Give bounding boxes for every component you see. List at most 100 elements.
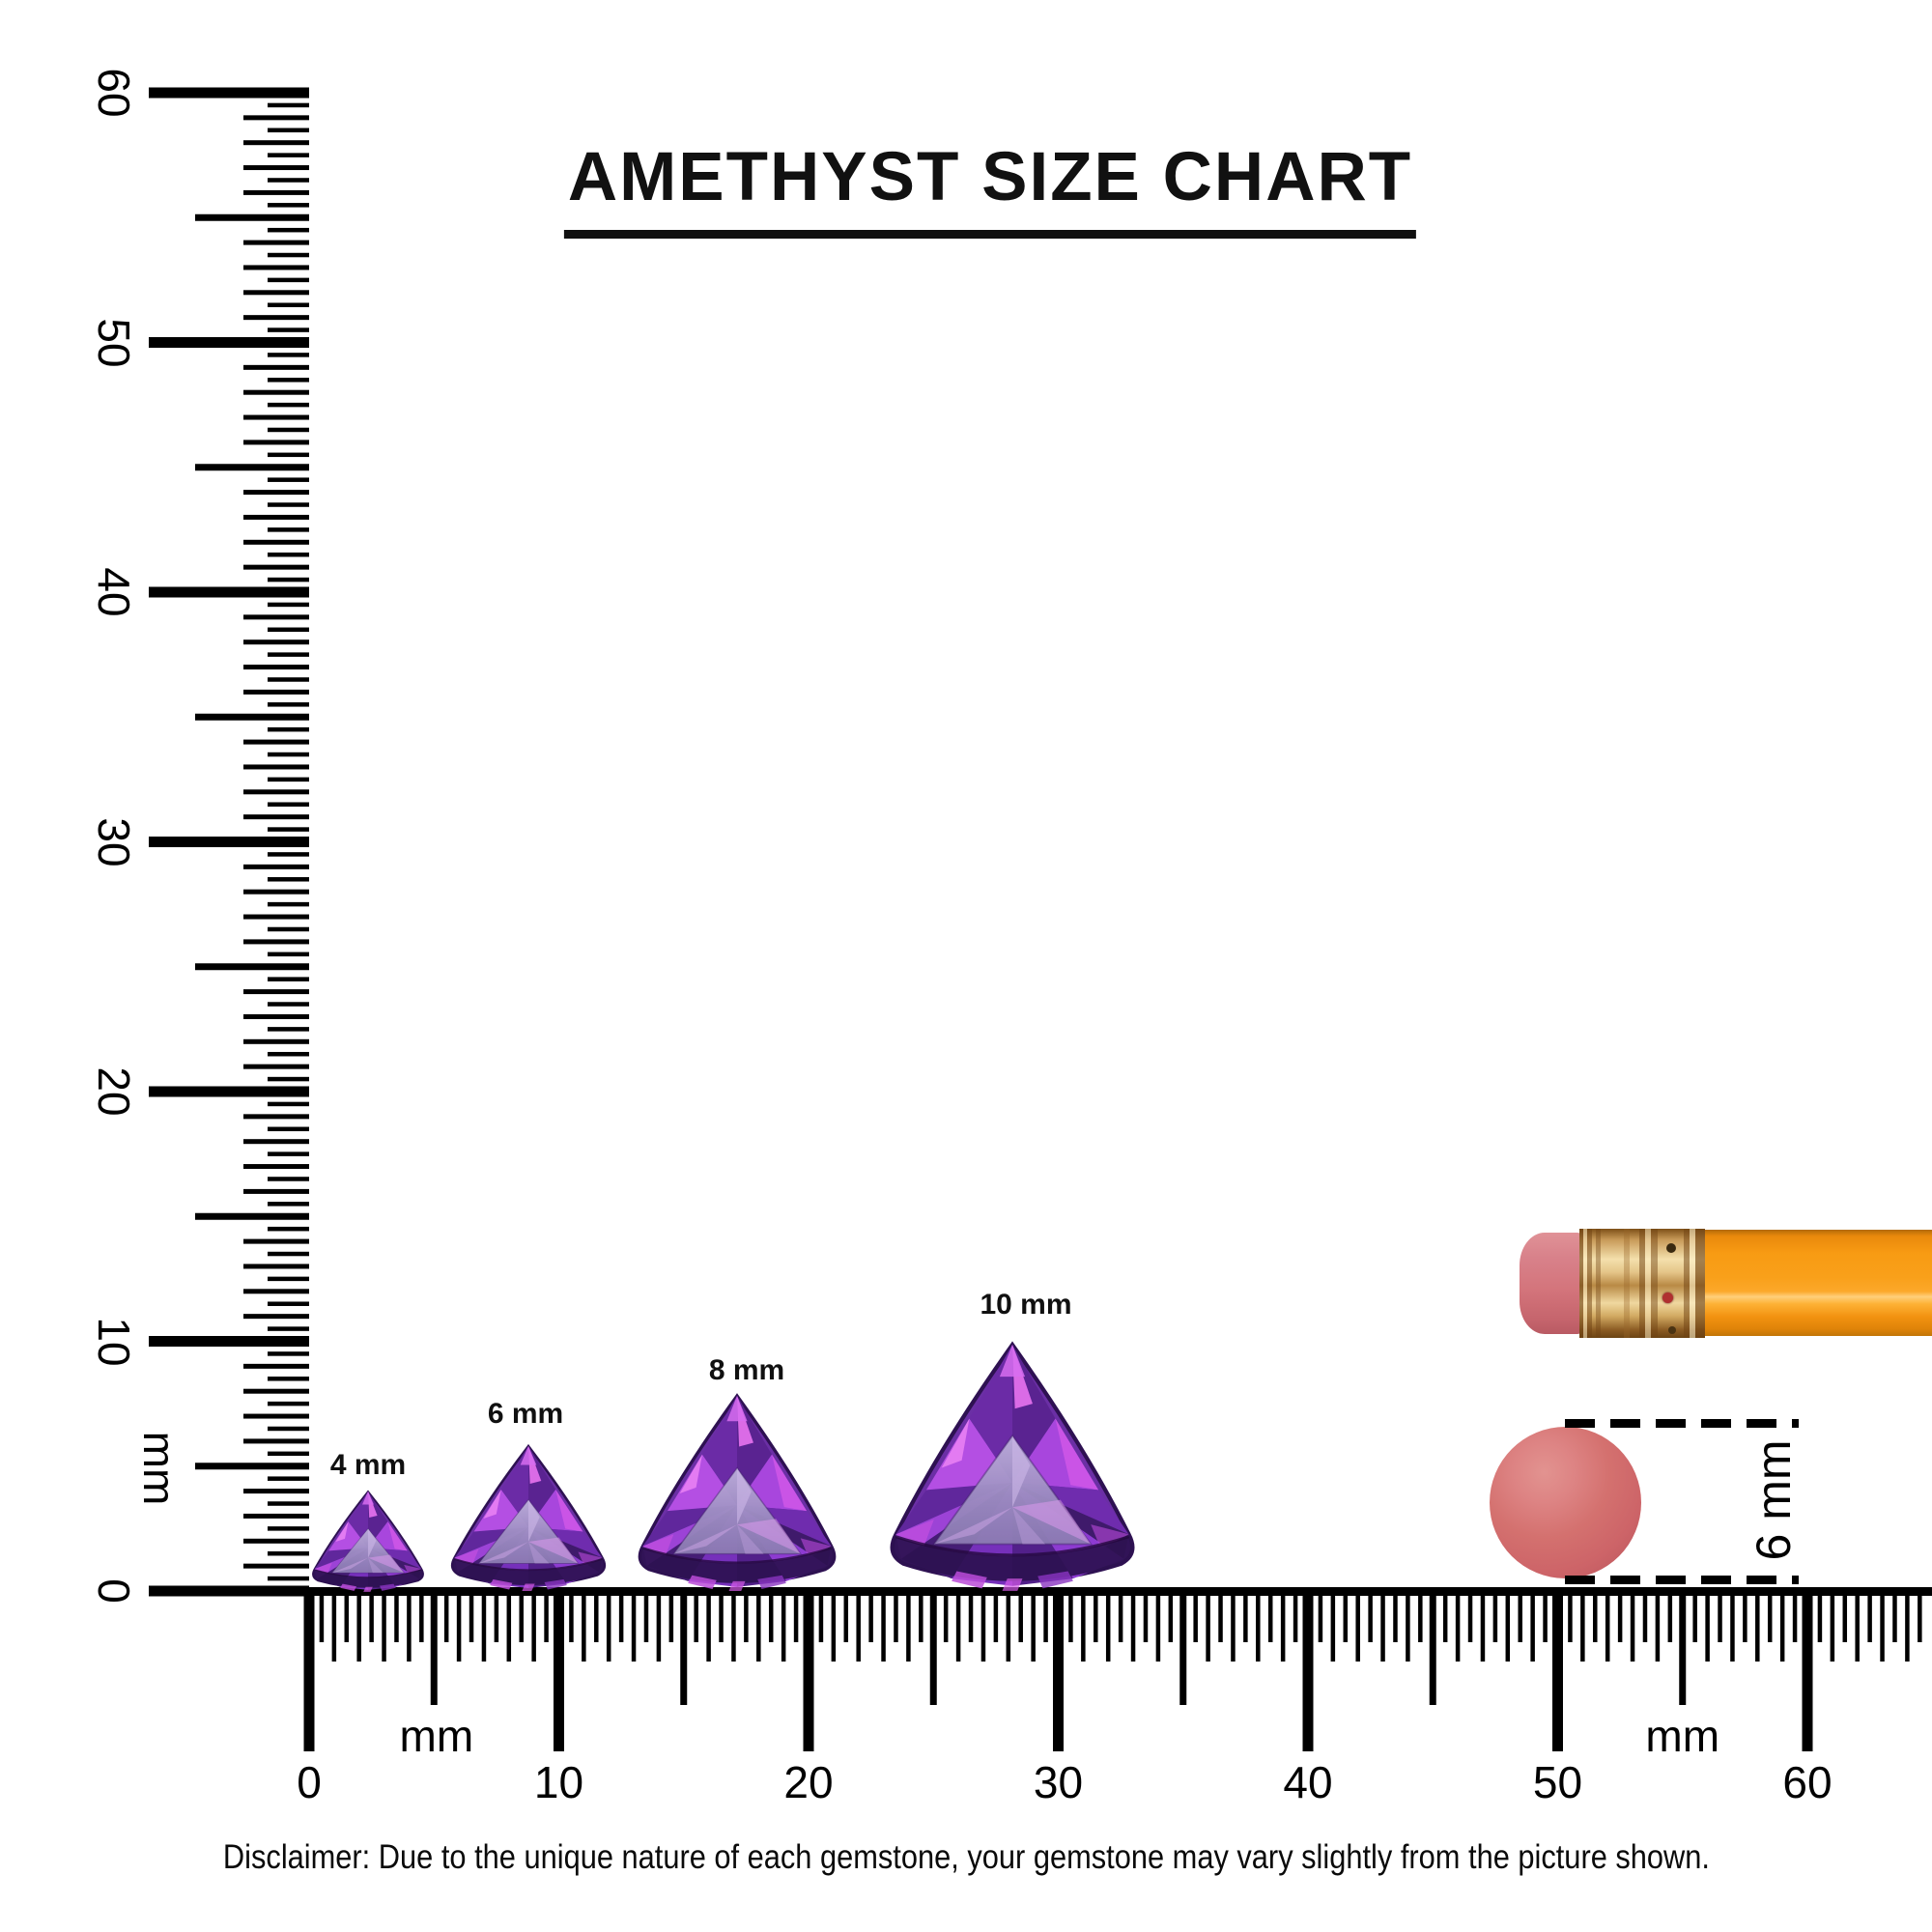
v-ruler-tick (243, 889, 309, 895)
h-ruler-number: 50 (1532, 1757, 1583, 1807)
h-ruler-tick (1467, 1587, 1473, 1642)
v-ruler-tick (268, 353, 309, 357)
v-ruler-number: 10 (89, 1316, 139, 1367)
h-ruler-tick (1393, 1587, 1398, 1642)
h-ruler-tick (1705, 1587, 1710, 1662)
h-ruler-tick (554, 1587, 564, 1751)
h-ruler-unit-label: mm (399, 1711, 474, 1761)
h-ruler-tick (1231, 1587, 1236, 1662)
v-ruler-tick (268, 1126, 309, 1132)
gem-size-label: 4 mm (329, 1449, 407, 1481)
v-ruler-tick (268, 552, 309, 557)
h-ruler-tick (1817, 1587, 1823, 1642)
v-ruler-tick (268, 1401, 309, 1406)
v-ruler-tick (243, 490, 309, 496)
h-ruler-tick (694, 1587, 698, 1642)
h-ruler-tick (1418, 1587, 1423, 1642)
v-ruler-tick (195, 464, 309, 471)
h-ruler-tick (955, 1587, 961, 1662)
v-ruler-tick (243, 989, 309, 995)
v-ruler-tick (243, 1164, 309, 1170)
h-ruler-tick (481, 1587, 487, 1662)
h-ruler-tick (1692, 1587, 1697, 1642)
v-ruler-tick (268, 502, 309, 507)
ferrule-red-dot (1662, 1293, 1673, 1303)
h-ruler-tick (868, 1587, 873, 1642)
v-ruler-tick (243, 689, 309, 695)
v-ruler-tick (268, 1576, 309, 1581)
h-ruler-tick (968, 1587, 974, 1642)
page-title: AMETHYST SIZE CHART (563, 138, 1417, 239)
v-ruler-tick (243, 1388, 309, 1394)
h-ruler-tick (469, 1587, 474, 1642)
h-ruler-number: 60 (1782, 1757, 1833, 1807)
h-ruler-tick (1343, 1587, 1349, 1642)
v-ruler-tick (268, 652, 309, 657)
h-ruler-tick (1617, 1587, 1623, 1642)
v-ruler-tick (268, 1476, 309, 1481)
v-ruler-tick (243, 1513, 309, 1519)
h-ruler-tick (494, 1587, 499, 1642)
dimension-dash-bottom (1565, 1576, 1799, 1584)
h-ruler-tick (1267, 1587, 1273, 1642)
v-ruler-tick (243, 814, 309, 820)
v-ruler-tick (243, 1489, 309, 1494)
v-ruler-tick (243, 789, 309, 795)
pencil-ferrule (1579, 1229, 1705, 1338)
v-ruler-tick (243, 364, 309, 370)
v-ruler-tick (243, 1013, 309, 1019)
h-ruler-tick (929, 1587, 937, 1705)
h-ruler-tick (1505, 1587, 1511, 1662)
v-ruler-tick (243, 514, 309, 520)
h-ruler-tick (1105, 1587, 1111, 1662)
h-ruler-tick (1143, 1587, 1149, 1642)
h-ruler-tick (993, 1587, 999, 1642)
h-ruler-tick (1243, 1587, 1248, 1642)
v-ruler-tick (268, 1276, 309, 1282)
v-ruler-tick (243, 1314, 309, 1320)
v-ruler-tick (268, 1027, 309, 1032)
h-ruler-tick (531, 1587, 536, 1662)
h-ruler-tick (394, 1587, 399, 1642)
v-ruler-unit-label: mm (134, 1432, 185, 1506)
h-ruler-tick (1368, 1587, 1373, 1642)
h-ruler-tick (1755, 1587, 1760, 1662)
h-ruler-tick (1018, 1587, 1023, 1642)
v-ruler-tick (243, 1114, 309, 1120)
h-ruler-tick (1593, 1587, 1598, 1642)
v-ruler-tick (268, 877, 309, 882)
h-ruler-tick (582, 1587, 586, 1662)
h-ruler-tick (818, 1587, 824, 1642)
h-ruler-tick (744, 1587, 749, 1642)
v-ruler-tick (268, 1526, 309, 1531)
v-ruler-tick (243, 1264, 309, 1269)
trillion-gem-4mm (312, 1491, 424, 1593)
v-ruler-tick (268, 178, 309, 183)
h-ruler-tick (980, 1587, 986, 1662)
v-ruler-tick (268, 1351, 309, 1356)
h-ruler-tick (356, 1587, 361, 1662)
h-ruler-tick (1031, 1587, 1036, 1662)
v-ruler-tick (268, 527, 309, 532)
h-ruler-tick (906, 1587, 911, 1662)
v-ruler-tick (243, 240, 309, 245)
h-ruler-tick (1767, 1587, 1773, 1642)
v-ruler-tick (268, 1076, 309, 1082)
h-ruler-tick (1218, 1587, 1223, 1642)
h-ruler-tick (1179, 1587, 1187, 1705)
v-ruler-tick (268, 1426, 309, 1432)
h-ruler-tick (1518, 1587, 1522, 1642)
v-ruler-number: 30 (89, 816, 139, 867)
h-ruler-tick (344, 1587, 350, 1642)
v-ruler-tick (149, 337, 309, 348)
v-ruler-tick (268, 227, 309, 233)
h-ruler-tick (1718, 1587, 1722, 1642)
v-ruler-tick (243, 939, 309, 945)
ferrule-rivet-dot (1668, 1326, 1676, 1334)
v-ruler-tick (243, 265, 309, 270)
v-ruler-tick (268, 1151, 309, 1156)
v-ruler-tick (243, 1238, 309, 1244)
h-ruler-tick (1880, 1587, 1885, 1662)
v-ruler-tick (268, 153, 309, 157)
